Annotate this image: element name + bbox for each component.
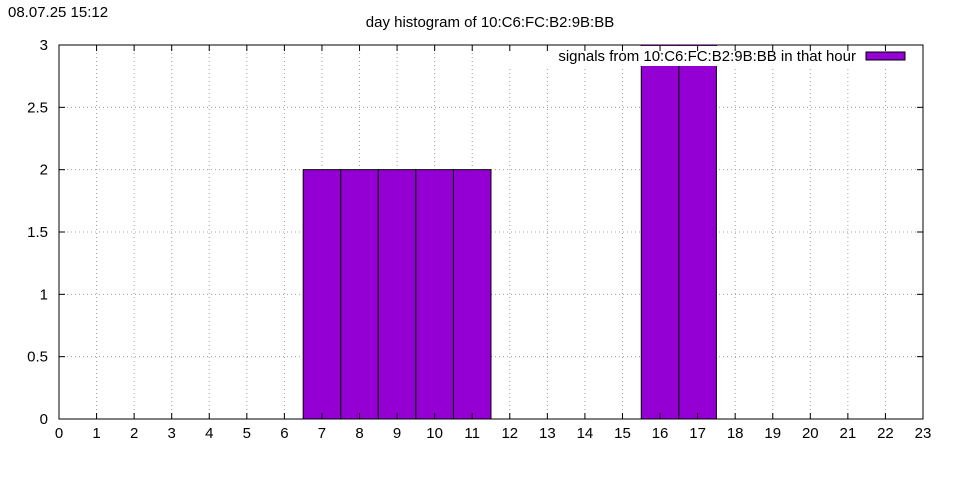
- x-tick-label: 19: [764, 425, 781, 442]
- x-tick-label: 17: [689, 425, 706, 442]
- y-tick-label: 2.5: [27, 99, 48, 116]
- x-tick-label: 6: [280, 425, 288, 442]
- x-tick-label: 9: [393, 425, 401, 442]
- x-tick-label: 5: [243, 425, 251, 442]
- legend-label: signals from 10:C6:FC:B2:9B:BB in that h…: [558, 48, 856, 65]
- legend-background: [500, 46, 916, 66]
- y-axis-ticks: 0 0.5 1 1.5 2 2.5 3: [27, 37, 923, 428]
- x-tick-label: 23: [915, 425, 932, 442]
- x-tick-label: 4: [205, 425, 213, 442]
- x-tick-label: 11: [464, 425, 480, 442]
- y-tick-label: 0: [40, 411, 48, 428]
- x-tick-label: 18: [727, 425, 744, 442]
- x-tick-label: 7: [318, 425, 326, 442]
- x-tick-label: 1: [92, 425, 100, 442]
- legend-swatch: [865, 51, 906, 61]
- legend: signals from 10:C6:FC:B2:9B:BB in that h…: [500, 46, 916, 66]
- chart-title: day histogram of 10:C6:FC:B2:9B:BB: [366, 14, 614, 31]
- bar-hour-7: [302, 169, 342, 420]
- y-tick-label: 3: [40, 37, 48, 54]
- bar-hour-17: [678, 44, 717, 420]
- x-tick-label: 10: [426, 425, 443, 442]
- bar-hour-10: [415, 169, 454, 420]
- bar-hour-16: [640, 44, 680, 420]
- bar-hour-9: [377, 169, 417, 420]
- x-tick-label: 3: [168, 425, 176, 442]
- x-tick-label: 12: [501, 425, 518, 442]
- x-tick-label: 2: [130, 425, 138, 442]
- x-tick-label: 0: [55, 425, 63, 442]
- bars: [302, 44, 717, 420]
- x-tick-label: 14: [577, 425, 594, 442]
- x-tick-label: 22: [877, 425, 894, 442]
- x-axis-ticks: 0 1 2 3 4 5 6 7 8 9 10 11 12 13 14 15 16 17 18 19 20 21 22 23: [55, 45, 932, 442]
- y-tick-label: 1: [40, 286, 48, 303]
- bar-hour-11: [452, 169, 492, 420]
- x-tick-label: 16: [652, 425, 669, 442]
- x-tick-label: 15: [614, 425, 631, 442]
- x-tick-label: 20: [802, 425, 819, 442]
- x-tick-label: 13: [539, 425, 556, 442]
- bar-hour-8: [340, 169, 379, 420]
- timestamp: 08.07.25 15:12: [8, 4, 109, 21]
- x-tick-label: 8: [355, 425, 363, 442]
- y-tick-label: 0.5: [27, 349, 48, 366]
- y-tick-label: 1.5: [27, 224, 48, 241]
- y-tick-label: 2: [40, 162, 48, 179]
- x-tick-label: 21: [840, 425, 857, 442]
